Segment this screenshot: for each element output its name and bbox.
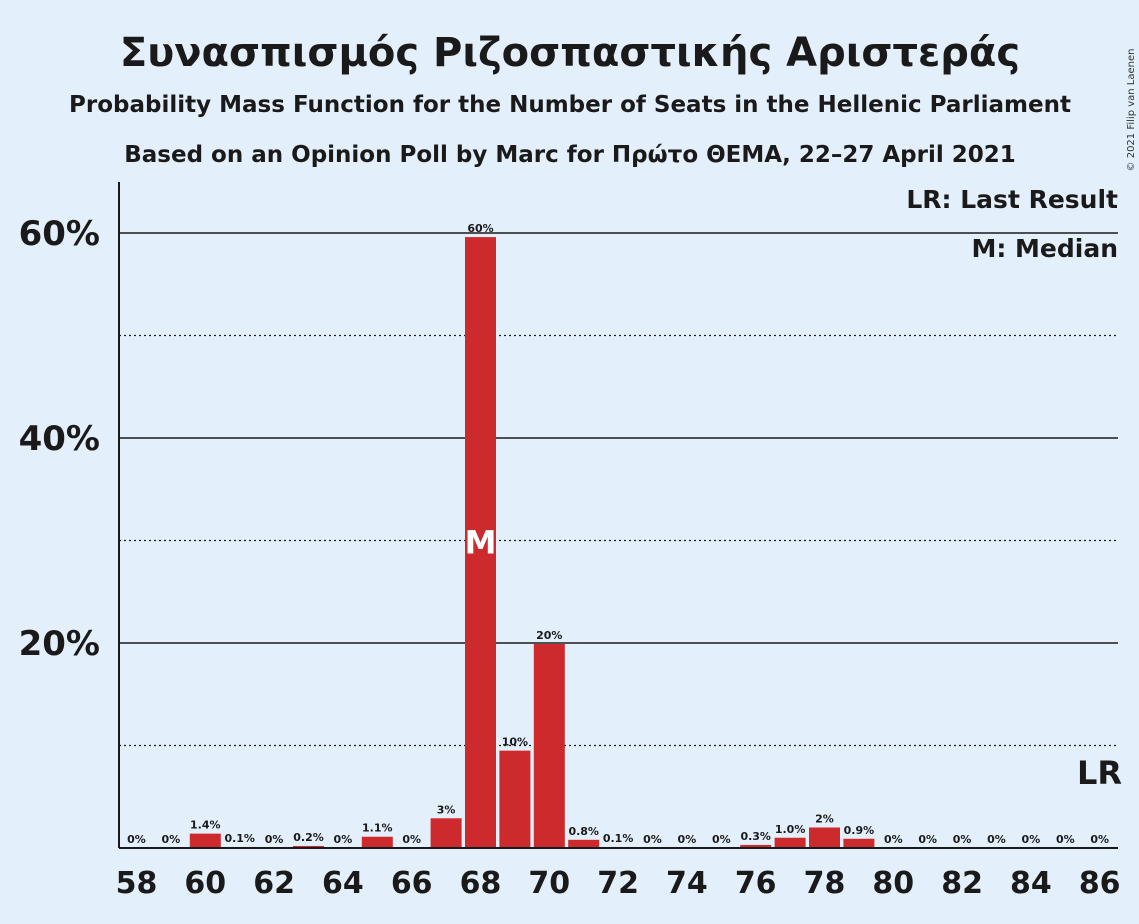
x-tick-label: 70 (528, 866, 570, 901)
x-tick-label: 58 (116, 866, 158, 901)
bar-seats-79 (843, 838, 875, 848)
bar-seats-63 (293, 845, 324, 848)
x-tick-label: 74 (666, 866, 708, 901)
bar-label-seats-60: 1.4% (190, 819, 221, 832)
x-tick-label: 78 (804, 866, 846, 901)
y-tick-label: 60% (19, 214, 100, 254)
bar-seats-78 (809, 827, 840, 848)
bar-seats-68 (465, 237, 496, 849)
x-tick-label: 72 (597, 866, 639, 901)
bar-label-seats-76: 0.3% (740, 830, 771, 843)
x-tick-label: 82 (941, 866, 983, 901)
chart-subtitle-poll: Based on an Opinion Poll by Marc for Πρώ… (124, 142, 1016, 168)
y-tick-label: 40% (19, 419, 100, 459)
legend-last-result: LR: Last Result (906, 185, 1118, 214)
y-axis: 20% 40% 60% (19, 182, 120, 848)
bar-label-seats-82: 0% (953, 833, 972, 846)
bar-label-seats-74: 0% (678, 833, 697, 846)
x-tick-label: 64 (322, 866, 364, 901)
gridlines (119, 232, 1118, 747)
bar-seats-76 (740, 844, 772, 848)
bar-seats-65 (361, 836, 393, 848)
bar-labels: 0% 0%1.4%0.1% 0% 0.2% 0%1.1%0%3%60%M10%20%0.… (127, 222, 1109, 846)
copyright-note: © 2021 Filip van Laenen (1126, 49, 1137, 172)
bar-seats-70 (533, 644, 565, 848)
chart-subtitle: Probability Mass Function for the Number… (69, 92, 1071, 118)
bar-label-seats-78: 2% (815, 813, 834, 826)
bar-label-seats-73: 0% (643, 833, 662, 846)
x-axis: 58 60 62 64 66 68 70 72 74 76 78 80 82 84 86 (116, 847, 1121, 901)
bar-label-seats-75: 0% (712, 833, 731, 846)
bar-seats-69 (499, 750, 531, 848)
bar-label-seats-71: 0.8% (568, 825, 599, 838)
bar-label-seats-70: 20% (536, 629, 562, 642)
legend-median: M: Median (971, 234, 1118, 263)
bar-label-seats-83: 0% (987, 833, 1006, 846)
bar-label-seats-72: 0.1% (603, 832, 634, 845)
bar-label-seats-80: 0% (884, 833, 903, 846)
median-marker: M (465, 524, 497, 562)
bar-label-seats-79: 0.9% (844, 824, 875, 837)
bar-label-seats-84: 0% (1022, 833, 1041, 846)
bar-label-seats-62: 0% (265, 833, 284, 846)
x-tick-label: 68 (460, 866, 502, 901)
x-tick-label: 60 (184, 866, 226, 901)
chart-title: Συνασπισμός Ριζοσπαστικής Αριστεράς (120, 30, 1020, 76)
bar-label-seats-85: 0% (1056, 833, 1075, 846)
x-tick-label: 80 (872, 866, 914, 901)
bar-seats-60 (189, 833, 221, 848)
bar-label-seats-63: 0.2% (293, 831, 324, 844)
bar-label-seats-68: 60% (467, 222, 493, 235)
bar-label-seats-61: 0.1% (224, 832, 255, 845)
bar-label-seats-67: 3% (437, 803, 456, 816)
bar-label-seats-86: 0% (1090, 833, 1109, 846)
bar-label-seats-66: 0% (402, 833, 421, 846)
bar-label-seats-77: 1.0% (775, 823, 806, 836)
bar-seats-67 (430, 818, 462, 848)
x-tick-label: 86 (1079, 866, 1121, 901)
bar-label-seats-69: 10% (502, 736, 528, 749)
bar-label-seats-58: 0% (127, 833, 146, 846)
bar-seats-71 (568, 839, 600, 848)
last-result-marker: LR (1077, 754, 1122, 792)
bar-seats-77 (774, 837, 806, 848)
bar-label-seats-59: 0% (162, 833, 181, 846)
x-tick-label: 84 (1010, 866, 1052, 901)
bar-label-seats-81: 0% (918, 833, 937, 846)
x-tick-label: 62 (253, 866, 295, 901)
y-tick-label: 20% (19, 624, 100, 664)
bars (189, 237, 875, 849)
bar-label-seats-64: 0% (334, 833, 353, 846)
x-tick-label: 66 (391, 866, 433, 901)
bar-label-seats-65: 1.1% (362, 822, 393, 835)
x-tick-label: 76 (735, 866, 777, 901)
